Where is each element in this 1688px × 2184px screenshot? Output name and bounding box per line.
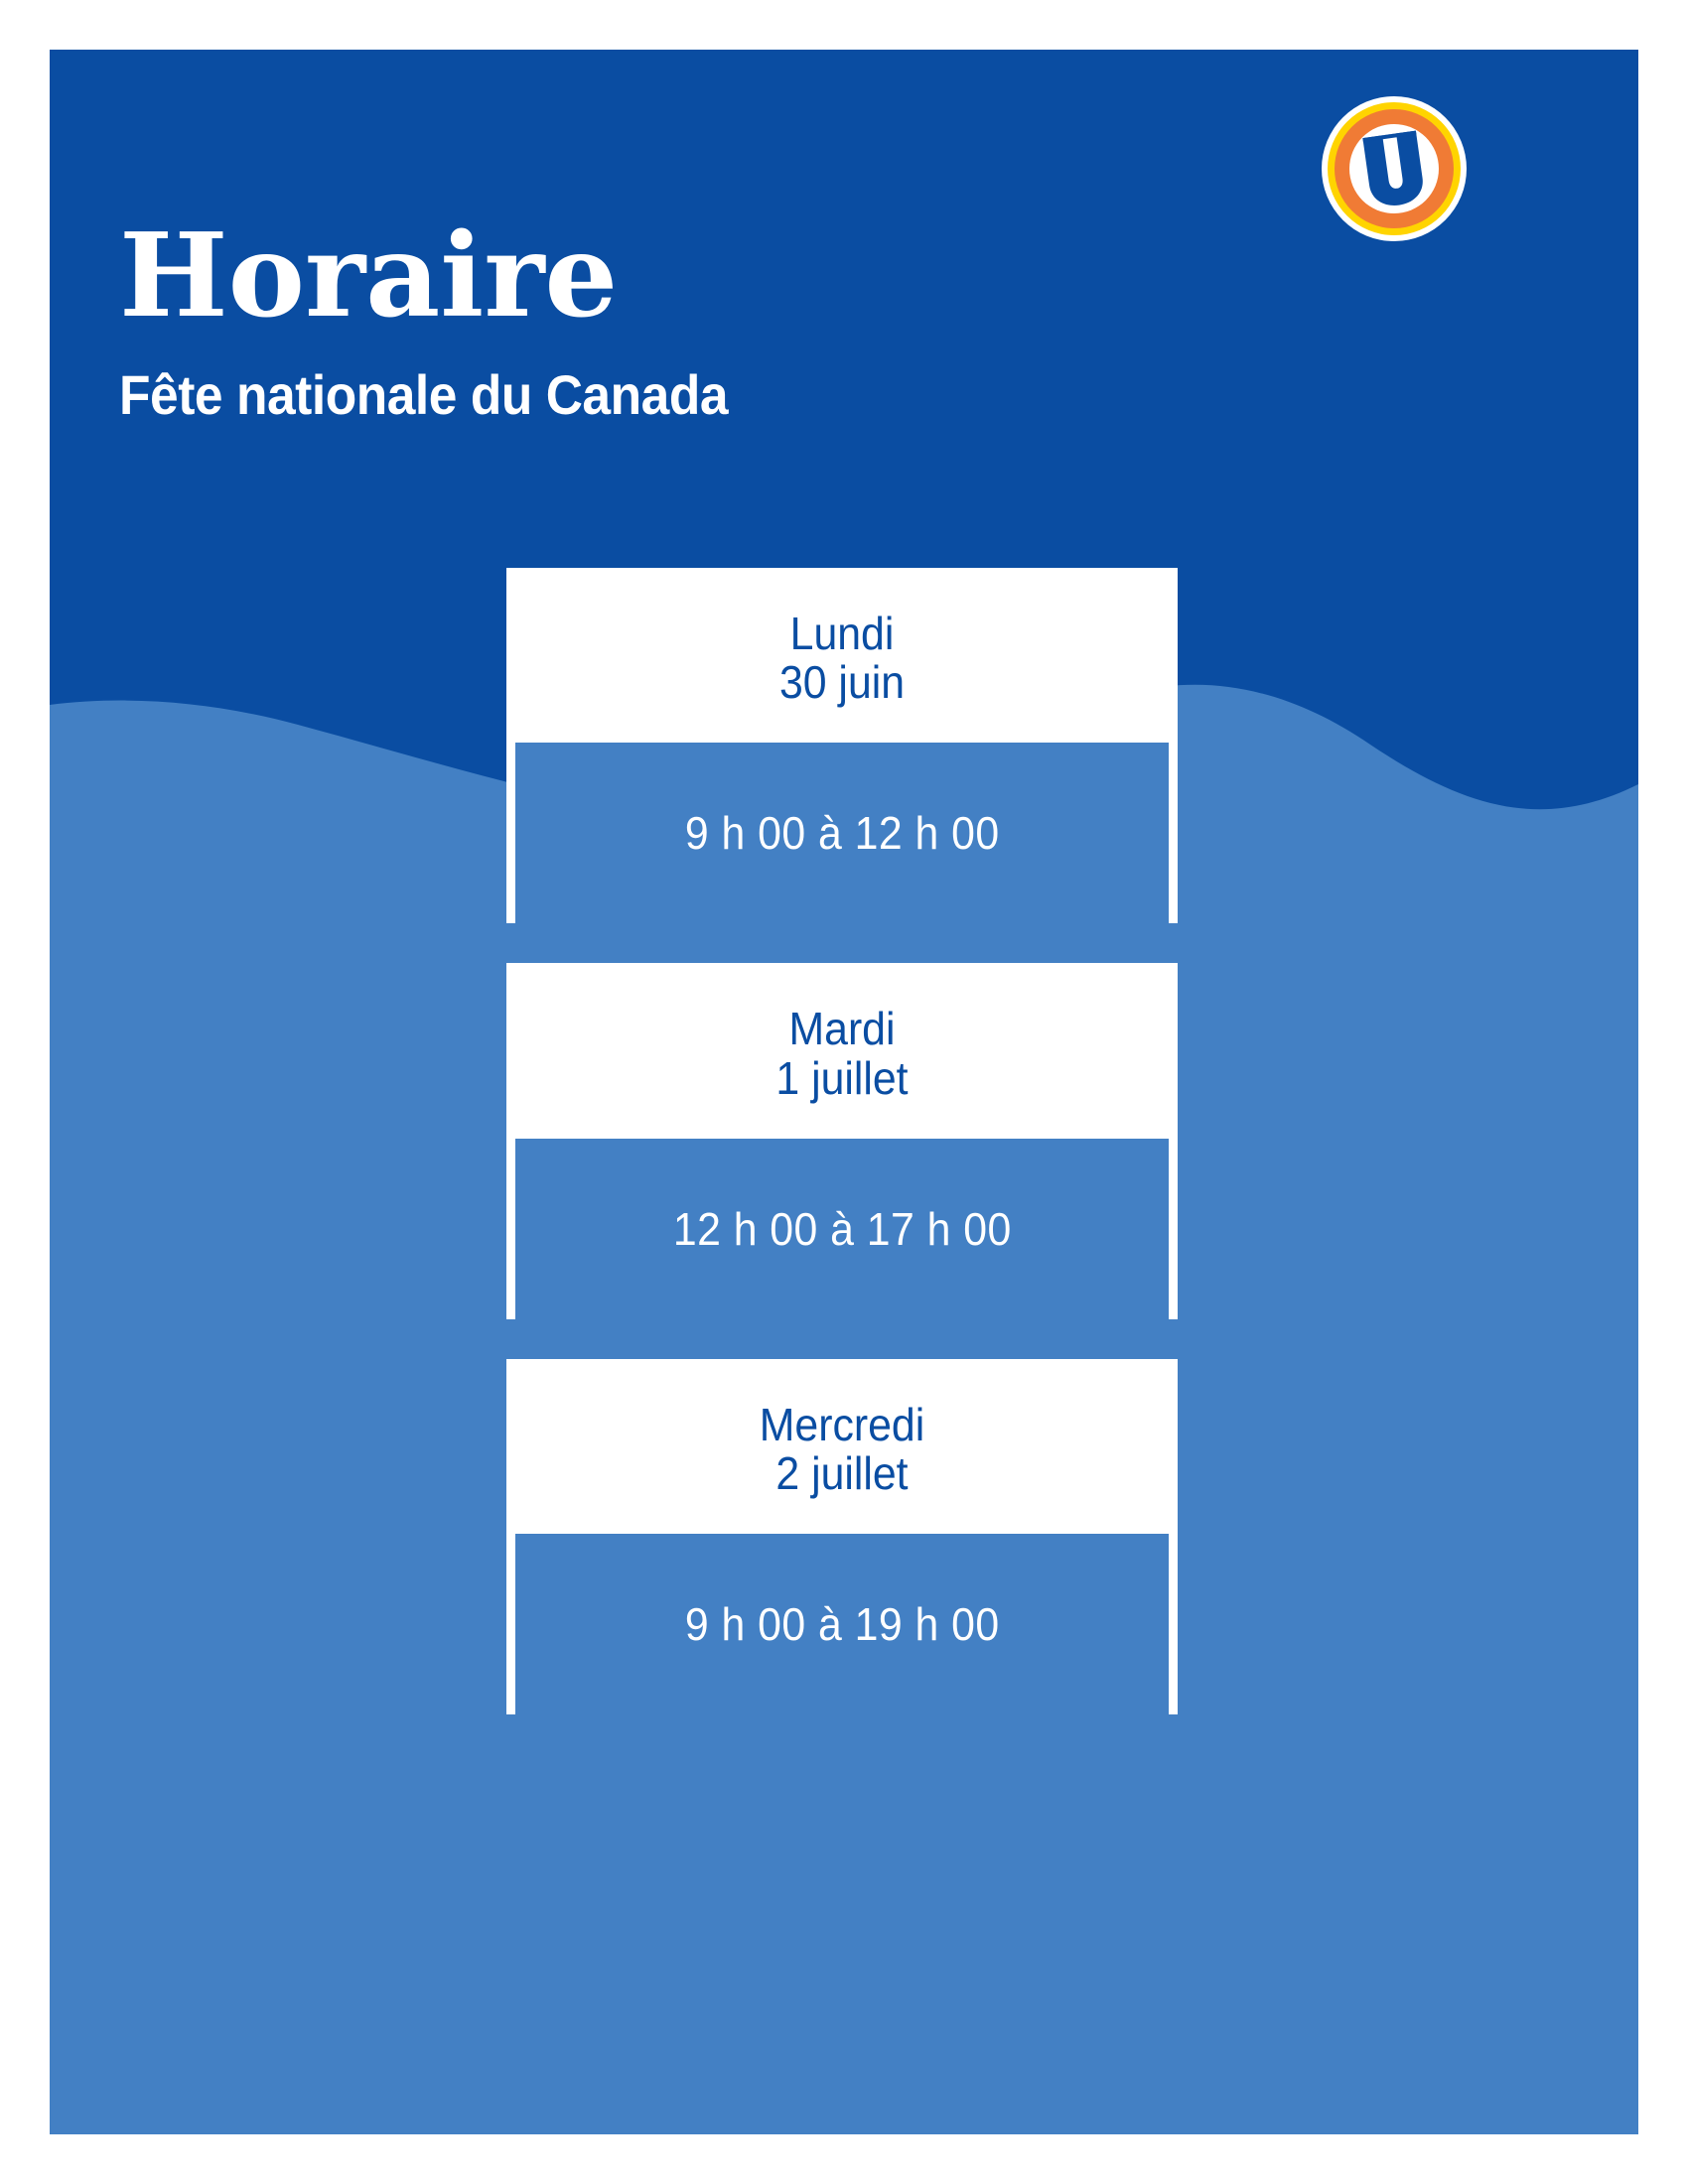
schedule-card-date: 1 juillet [775,1051,909,1104]
schedule-card-day: Mercredi [759,1398,925,1450]
poster-header: Horaire Fête nationale du Canada [119,218,1211,423]
schedule-card-time: 9 h 00 à 19 h 00 [684,1598,1000,1651]
schedule-card-header: Lundi 30 juin [506,568,1178,743]
schedule-card-date: 30 juin [778,656,906,709]
schedule-card-time: 12 h 00 à 17 h 00 [672,1202,1012,1255]
schedule-card: Mardi 1 juillet 12 h 00 à 17 h 00 [506,963,1178,1319]
page-subtitle: Fête nationale du Canada [119,363,729,426]
schedule-card-date: 2 juillet [775,1447,909,1500]
schedule-card-day: Lundi [789,608,895,659]
logo-icon [1322,96,1467,241]
schedule-poster: Horaire Fête nationale du Canada Lundi 3… [50,50,1638,2134]
schedule-card: Lundi 30 juin 9 h 00 à 12 h 00 [506,568,1178,924]
schedule-card-header: Mercredi 2 juillet [506,1359,1178,1534]
schedule-card-time-band: 9 h 00 à 12 h 00 [515,743,1169,924]
schedule-card-time-band: 9 h 00 à 19 h 00 [515,1534,1169,1715]
page-title: Horaire [119,208,619,343]
schedule-card-time: 9 h 00 à 12 h 00 [684,807,1000,860]
schedule-card-header: Mardi 1 juillet [506,963,1178,1138]
universite-du-quebec-logo-icon [1320,94,1469,243]
background-wave [50,50,1638,2134]
schedule-card-day: Mardi [788,1003,896,1055]
schedule-list: Lundi 30 juin 9 h 00 à 12 h 00 Mardi 1 j… [506,568,1178,1723]
schedule-card: Mercredi 2 juillet 9 h 00 à 19 h 00 [506,1358,1178,1715]
schedule-card-time-band: 12 h 00 à 17 h 00 [515,1138,1169,1319]
